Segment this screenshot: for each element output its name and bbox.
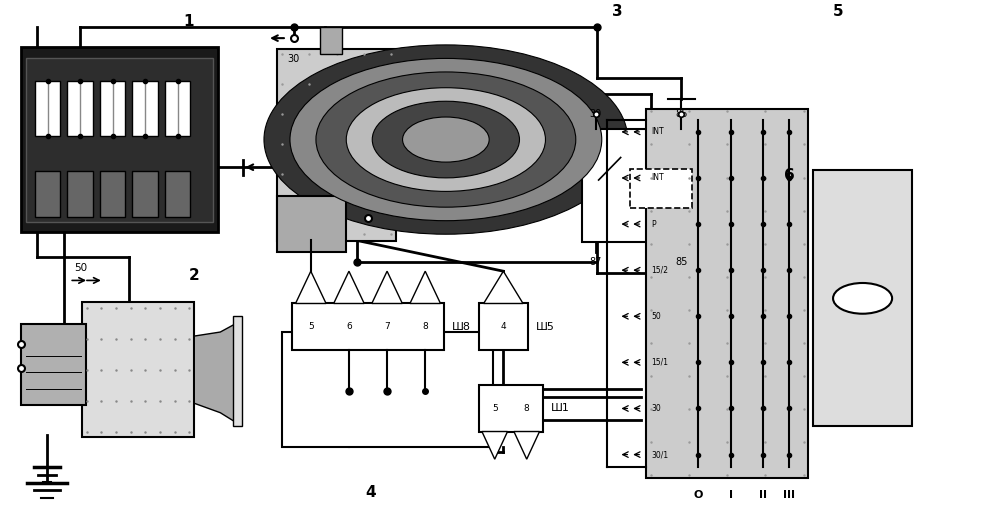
Bar [277,49,395,241]
Text: INT: INT [651,174,663,183]
Bar [282,332,493,447]
Bar [165,81,190,136]
Text: 5: 5 [832,4,843,19]
Polygon shape [514,432,539,459]
Text: 30: 30 [590,109,601,119]
Circle shape [402,117,489,162]
Text: 5: 5 [308,322,314,331]
Text: II: II [758,490,766,500]
Bar [21,47,218,232]
Text: 1: 1 [183,15,194,30]
Text: INT: INT [651,127,663,136]
Text: Ш5: Ш5 [535,321,554,332]
Text: 3: 3 [611,4,621,19]
Text: I: I [728,490,732,500]
Bar [165,171,190,217]
Text: 6: 6 [346,322,351,331]
Text: 5: 5 [491,404,497,413]
Bar [292,304,444,349]
Bar [478,304,528,349]
Text: 4: 4 [365,485,376,500]
Bar [100,81,125,136]
Text: Ш1: Ш1 [550,404,569,413]
Polygon shape [483,271,523,304]
Bar [35,171,60,217]
Text: O: O [692,490,702,500]
Text: 30: 30 [287,54,299,63]
Bar [82,303,194,437]
Text: 2: 2 [188,268,199,283]
Polygon shape [372,271,402,304]
Text: Ш8: Ш8 [452,321,470,332]
Circle shape [346,88,545,191]
Bar [67,81,93,136]
Polygon shape [194,322,238,423]
Circle shape [290,58,601,220]
Bar [812,170,911,426]
Circle shape [372,101,519,178]
Circle shape [263,45,627,234]
Text: 30: 30 [651,404,660,413]
Bar [67,171,93,217]
Text: 50: 50 [651,312,660,321]
Circle shape [832,283,891,314]
Text: 6: 6 [783,168,794,183]
Text: 8: 8 [422,322,428,331]
Polygon shape [481,432,507,459]
Text: 30/1: 30/1 [651,450,668,459]
Bar [630,169,691,208]
Text: 86: 86 [674,109,686,119]
Bar [478,385,542,432]
Circle shape [316,72,575,207]
Text: 85: 85 [674,257,687,267]
Polygon shape [295,271,325,304]
Bar [100,171,125,217]
Bar [319,27,341,54]
Polygon shape [409,271,440,304]
Text: 50: 50 [74,263,87,272]
Bar [233,316,242,426]
Text: 15/1: 15/1 [651,358,668,367]
Text: III: III [782,490,794,500]
Bar [582,129,719,242]
Bar [646,109,808,478]
Text: 15/2: 15/2 [651,266,668,275]
Polygon shape [333,271,364,304]
Text: 87: 87 [589,257,601,267]
Text: P: P [651,219,655,229]
Bar [35,81,60,136]
Bar [26,58,213,222]
Bar [21,324,86,405]
Text: 7: 7 [384,322,389,331]
Bar [132,81,158,136]
Text: 4: 4 [500,322,506,331]
Text: 8: 8 [524,404,529,413]
Bar [132,171,158,217]
Bar [277,196,346,252]
